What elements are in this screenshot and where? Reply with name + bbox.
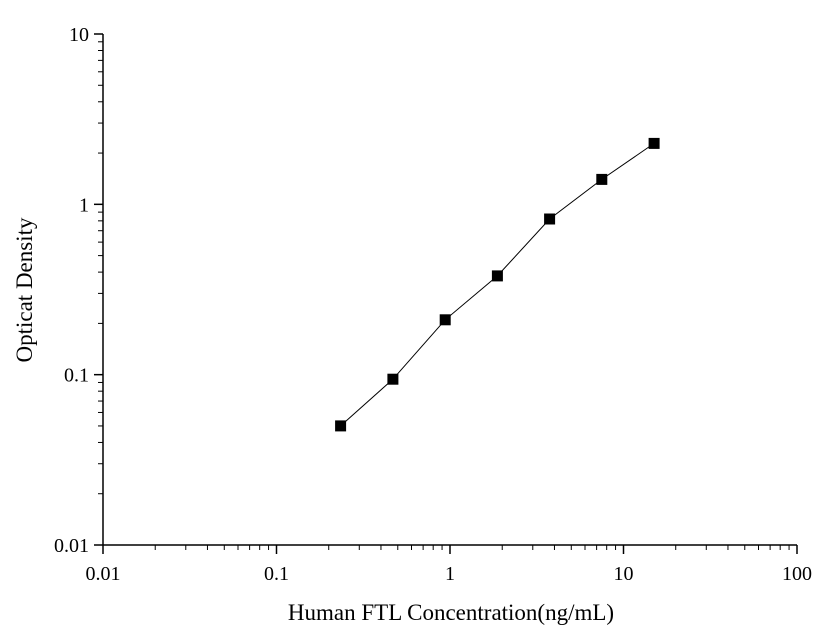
y-tick-label: 1 — [79, 194, 89, 216]
x-tick-label: 1 — [445, 563, 455, 585]
data-point-marker — [648, 137, 660, 149]
x-tick-label: 0.01 — [86, 563, 121, 585]
x-tick-label: 10 — [614, 563, 634, 585]
data-point-marker — [596, 173, 608, 185]
y-tick-label: 10 — [69, 24, 89, 46]
tick-marks — [94, 33, 798, 554]
axes — [102, 34, 797, 546]
tick-labels: 0.01 0.1 1 10 100 0.01 0.1 1 10 — [54, 24, 812, 585]
y-tick-label: 0.1 — [64, 365, 89, 387]
x-tick-label: 100 — [782, 563, 812, 585]
data-point-marker — [387, 373, 399, 385]
data-point-marker — [491, 270, 503, 282]
x-axis-label: Human FTL Concentration(ng/mL) — [288, 600, 614, 625]
data-point-marker — [544, 213, 556, 225]
data-point-marker — [335, 420, 347, 432]
data-point-marker — [439, 314, 451, 326]
y-tick-label: 0.01 — [54, 535, 89, 557]
series-markers — [335, 137, 660, 432]
x-tick-label: 0.1 — [264, 563, 289, 585]
y-axis-label: Opticat Density — [12, 217, 37, 362]
